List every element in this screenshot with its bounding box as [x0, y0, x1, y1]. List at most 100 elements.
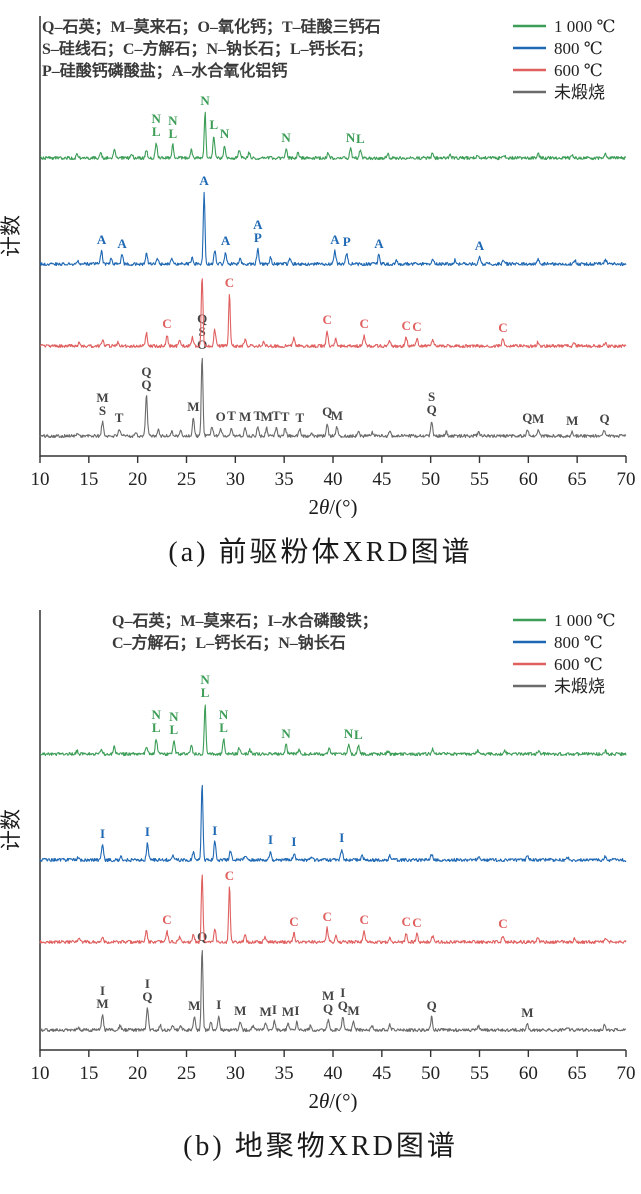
peak-label: P — [254, 230, 262, 245]
peak-label: T — [227, 408, 236, 423]
x-tick-label: 35 — [275, 469, 294, 490]
peak-label: L — [354, 727, 363, 742]
x-tick-label: 50 — [421, 1063, 440, 1084]
peak-label: I — [268, 832, 273, 847]
x-tick-label: 15 — [79, 469, 98, 490]
peak-label: I — [216, 997, 221, 1012]
peak-label: M — [532, 411, 544, 426]
legend-label: 1 000 ℃ — [554, 17, 616, 36]
x-tick-label: 15 — [79, 1063, 98, 1084]
peak-label: A — [374, 236, 384, 251]
peak-label: Q — [427, 998, 437, 1013]
series-red-600 — [39, 278, 627, 349]
y-axis-label: 计数 — [0, 215, 23, 257]
x-tick-label: 30 — [226, 469, 245, 490]
peak-label: N — [220, 126, 230, 141]
peak-label: A — [253, 217, 263, 232]
x-tick-label: 20 — [128, 469, 147, 490]
peak-label: A — [330, 232, 340, 247]
peak-label: I — [340, 985, 345, 1000]
peak-label: C — [225, 275, 234, 290]
y-axis-label: 计数 — [0, 809, 23, 851]
peak-labels-red-600: CCC C C C C C — [162, 868, 507, 931]
peak-label: M — [331, 408, 343, 423]
phase-key: Q–石英；M–莫来石；O–氧化钙；T–硅酸三钙石 S–硅线石；C–方解石；N–钠长… — [42, 17, 381, 80]
x-tick-label: 10 — [31, 1063, 50, 1084]
x-tick-label: 65 — [568, 469, 587, 490]
peak-label: Q — [141, 364, 151, 379]
peak-label: M — [259, 1004, 271, 1019]
legend-label: 未煅烧 — [554, 83, 605, 102]
peak-label: Q — [197, 929, 207, 944]
x-tick-label: 65 — [568, 1063, 587, 1084]
peak-label: I — [145, 824, 150, 839]
x-ticks: 10 15 20 25 30 35 40 45 50 55 60 65 70 — [31, 1050, 636, 1084]
peak-label: T — [253, 408, 262, 423]
peak-label: T — [272, 408, 281, 423]
series-blue-800 — [39, 784, 627, 863]
peak-label: I — [339, 830, 344, 845]
x-tick-label: 20 — [128, 1063, 147, 1084]
peak-label: M — [187, 399, 199, 414]
peak-label: N — [169, 709, 179, 724]
peak-label: Q — [599, 411, 609, 426]
peak-label: M — [521, 1005, 533, 1020]
peak-label: N — [281, 130, 291, 145]
peak-label: M — [234, 1003, 246, 1018]
peak-label: A — [199, 173, 209, 188]
peak-label: M — [96, 390, 108, 405]
peak-label: L — [201, 685, 210, 700]
peak-label: I — [212, 823, 217, 838]
peak-label: C — [360, 316, 369, 331]
legend-label: 600 ℃ — [554, 61, 603, 80]
peak-label: I — [294, 1003, 299, 1018]
panel-a-caption: (a) 前驱粉体XRD图谱 — [168, 537, 473, 568]
peak-label: C — [412, 915, 421, 930]
peak-label: Q — [142, 989, 152, 1004]
peak-label: L — [152, 720, 161, 735]
peak-label: N — [200, 93, 210, 108]
peak-label: N — [168, 113, 178, 128]
peak-label: Q — [427, 402, 437, 417]
peak-label: L — [168, 126, 177, 141]
peak-label: C — [360, 912, 369, 927]
peak-label: C — [402, 318, 411, 333]
peak-label: N — [346, 130, 356, 145]
peak-label: M — [322, 988, 334, 1003]
phase-key-line: C–方解石；L–钙长石；N–钠长石 — [112, 633, 346, 652]
peak-label: S — [428, 389, 435, 404]
peak-label: L — [169, 722, 178, 737]
peak-label: Q — [322, 404, 332, 419]
legend-label: 未煅烧 — [554, 677, 605, 696]
peak-label: C — [289, 914, 298, 929]
xrd-chart-geopolymer: 10 15 20 25 30 35 40 45 50 55 60 65 70 2θ/(°) 计数 Q–石英；M… — [0, 610, 636, 1112]
peak-label: Q — [141, 377, 151, 392]
peak-label: C — [412, 319, 421, 334]
peak-label: C — [162, 316, 171, 331]
legend: 1 000 ℃ 800 ℃ 600 ℃ 未煅烧 — [513, 17, 616, 102]
peak-label: C — [322, 909, 331, 924]
peak-labels-blue-800: I I II I I — [100, 823, 344, 849]
peak-label: N — [152, 111, 162, 126]
peak-label: N — [152, 707, 162, 722]
peak-label: T — [295, 410, 304, 425]
x-tick-label: 60 — [519, 1063, 538, 1084]
peak-label: N — [200, 672, 210, 687]
peak-label: N — [281, 726, 291, 741]
x-tick-label: 50 — [421, 469, 440, 490]
peak-label: A — [221, 233, 231, 248]
series-gray-uncalcined — [39, 357, 627, 439]
x-tick-label: 40 — [324, 469, 343, 490]
peak-label: A — [117, 236, 127, 251]
peak-label: Q — [197, 311, 207, 326]
x-ticks: 10 15 20 25 30 35 40 45 50 55 60 65 70 — [31, 456, 636, 490]
x-tick-label: 10 — [31, 469, 50, 490]
peak-label: S — [199, 324, 206, 339]
series-red-600 — [39, 874, 627, 945]
panel-a: 10 15 20 25 30 35 40 45 50 55 60 65 70 2θ/(°) 计数 Q–石英；M… — [0, 6, 641, 570]
peak-label: I — [100, 826, 105, 841]
peak-label: C — [402, 914, 411, 929]
